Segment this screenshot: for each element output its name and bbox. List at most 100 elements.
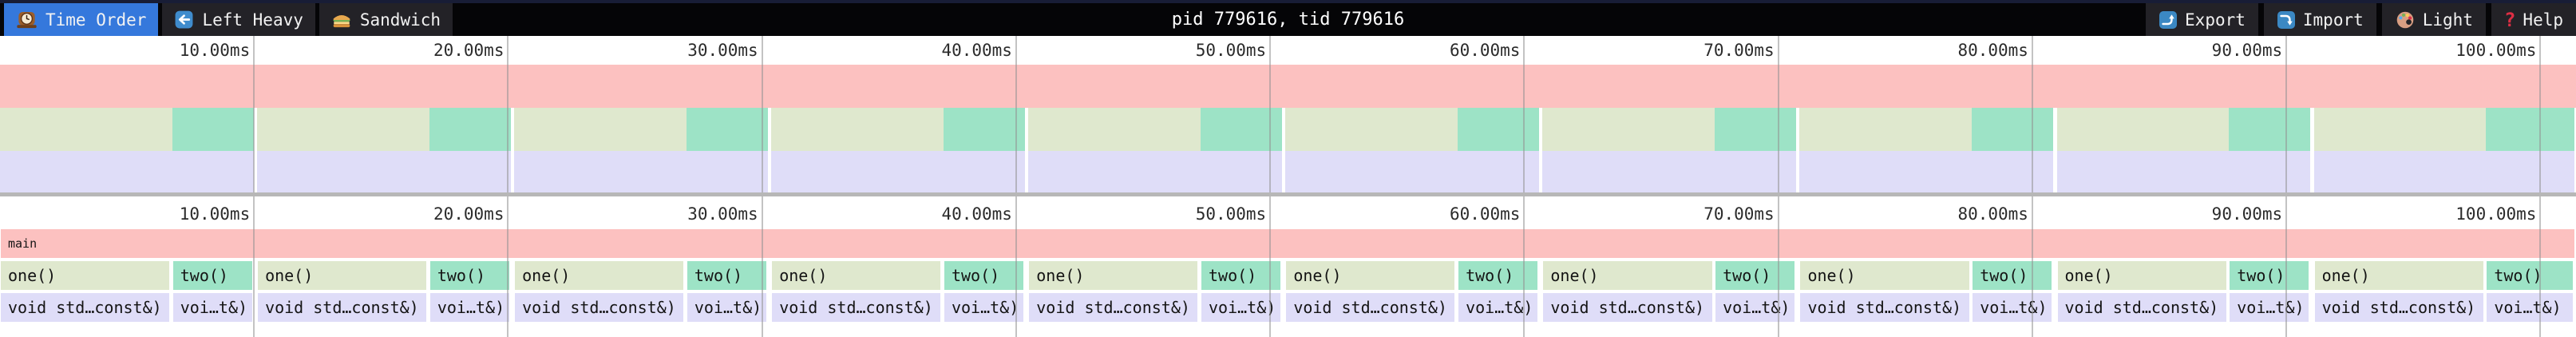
- frame-cell-child[interactable]: void std…const&): [1029, 293, 1198, 322]
- minimap-two-band: [1715, 108, 1796, 151]
- frame-cell-child[interactable]: voi…t&): [1201, 293, 1280, 322]
- axis-tick-label: 10.00ms: [179, 204, 251, 224]
- tab-sandwich[interactable]: Sandwich: [319, 3, 453, 36]
- minimap-child-band: [514, 151, 768, 192]
- help-icon: ?: [2503, 8, 2516, 31]
- frame-cell-one[interactable]: one(): [1, 261, 170, 290]
- minimap-one-band: [2313, 108, 2487, 151]
- minimap-one-band: [0, 108, 172, 151]
- minimap-child-band: [1285, 151, 1539, 192]
- minimap[interactable]: 10.00ms 20.00ms 30.00ms 40.00ms 50.00ms 60.00…: [0, 36, 2576, 192]
- frame-cell-child[interactable]: voi…t&): [2487, 293, 2574, 322]
- minimap-two-band: [2229, 108, 2311, 151]
- frame-cell-child[interactable]: void std…const&): [1800, 293, 1969, 322]
- frame-cell-child[interactable]: voi…t&): [429, 293, 509, 322]
- minimap-child-band: [1799, 151, 2054, 192]
- minimap-one-band: [1285, 108, 1458, 151]
- frame-cell-two[interactable]: two(): [2230, 261, 2309, 290]
- minimap-one-band: [1028, 108, 1201, 151]
- frame-cell-child[interactable]: voi…t&): [1715, 293, 1794, 322]
- frame-cell-one[interactable]: one(): [258, 261, 427, 290]
- view-tabs: Time Order Left Heavy Sandwich: [0, 3, 453, 36]
- frame-cell-child[interactable]: voi…t&): [687, 293, 766, 322]
- minimap-child-band: [257, 151, 511, 192]
- minimap-two-band: [172, 108, 254, 151]
- button-label: Help: [2523, 10, 2563, 30]
- export-button[interactable]: Export: [2146, 3, 2258, 36]
- window-title: pid 779616, tid 779616: [1171, 10, 1405, 30]
- frame-cell-one[interactable]: one(): [1029, 261, 1198, 290]
- import-button[interactable]: Import: [2263, 3, 2376, 36]
- frame-cell-child[interactable]: void std…const&): [2057, 293, 2226, 322]
- frame-cell-two[interactable]: two(): [172, 261, 252, 290]
- frame-cell-one[interactable]: one(): [515, 261, 684, 290]
- theme-light-button[interactable]: Light: [2381, 3, 2486, 36]
- frame-cell-main[interactable]: main: [1, 229, 2574, 258]
- frame-cell-child[interactable]: void std…const&): [1, 293, 170, 322]
- frame-cell-two[interactable]: two(): [1458, 261, 1537, 290]
- axis-tick-label: 40.00ms: [941, 41, 1012, 60]
- axis-tick-label: 20.00ms: [433, 41, 505, 60]
- minimap-one-band: [1542, 108, 1715, 151]
- tab-time-order[interactable]: Time Order: [4, 3, 159, 36]
- toolbar-actions: Export Import: [2146, 3, 2576, 36]
- frame-cell-child[interactable]: void std…const&): [515, 293, 684, 322]
- flamechart[interactable]: 10.00ms 20.00ms 30.00ms 40.00ms 50.00ms 60.00…: [0, 196, 2576, 337]
- frame-cell-child[interactable]: voi…t&): [1458, 293, 1537, 322]
- frame-cell-child[interactable]: void std…const&): [1543, 293, 1712, 322]
- axis-tick-label: 10.00ms: [179, 41, 251, 60]
- toolbar: Time Order Left Heavy Sandwich: [0, 0, 2576, 36]
- help-button[interactable]: ? Help: [2491, 3, 2576, 36]
- left-arrow-icon: [174, 10, 194, 30]
- frame-cell-two[interactable]: two(): [944, 261, 1023, 290]
- frame-cell-one[interactable]: one(): [772, 261, 941, 290]
- frame-cell-two[interactable]: two(): [687, 261, 766, 290]
- axis-tick-label: 100.00ms: [2455, 204, 2537, 224]
- axis-tick-label: 20.00ms: [433, 204, 505, 224]
- minimap-one-band: [257, 108, 429, 151]
- frame-cell-child[interactable]: void std…const&): [258, 293, 427, 322]
- minimap-two-band: [686, 108, 768, 151]
- frame-cell-one[interactable]: one(): [2314, 261, 2483, 290]
- button-label: Import: [2302, 10, 2364, 30]
- frame-cell-two[interactable]: two(): [2487, 261, 2574, 290]
- axis-tick-label: 50.00ms: [1195, 41, 1267, 60]
- frame-cell-child[interactable]: void std…const&): [772, 293, 941, 322]
- clock-icon: [16, 9, 38, 30]
- axis-tick-label: 30.00ms: [687, 204, 758, 224]
- tab-label: Left Heavy: [202, 10, 303, 30]
- minimap-one-band: [1799, 108, 1973, 151]
- axis-tick-label: 70.00ms: [1703, 204, 1775, 224]
- export-icon: [2159, 10, 2178, 30]
- frame-cell-child[interactable]: void std…const&): [2314, 293, 2483, 322]
- frame-cell-two[interactable]: two(): [1201, 261, 1280, 290]
- minimap-child-band: [1028, 151, 1282, 192]
- axis-tick-label: 60.00ms: [1449, 204, 1521, 224]
- frame-cell-one[interactable]: one(): [1800, 261, 1969, 290]
- axis-tick-label: 70.00ms: [1703, 41, 1775, 60]
- frame-cell-child[interactable]: voi…t&): [2230, 293, 2309, 322]
- frame-cell-child[interactable]: voi…t&): [172, 293, 252, 322]
- frame-cell-two[interactable]: two(): [429, 261, 509, 290]
- frame-cell-one[interactable]: one(): [1543, 261, 1712, 290]
- sandwich-icon: [331, 10, 352, 30]
- import-icon: [2277, 10, 2296, 30]
- frame-cell-one[interactable]: one(): [2057, 261, 2226, 290]
- palette-icon: [2395, 10, 2416, 30]
- minimap-two-band: [1201, 108, 1282, 151]
- frame-cell-two[interactable]: two(): [1715, 261, 1794, 290]
- axis-tick-label: 80.00ms: [1957, 41, 2028, 60]
- axis-gridline: [253, 196, 255, 337]
- frame-cell-one[interactable]: one(): [1286, 261, 1455, 290]
- axis-tick-label: 40.00ms: [941, 204, 1012, 224]
- axis-tick-label: 50.00ms: [1195, 204, 1267, 224]
- tab-left-heavy[interactable]: Left Heavy: [162, 3, 315, 36]
- frame-cell-child[interactable]: voi…t&): [1973, 293, 2052, 322]
- frame-cell-child[interactable]: void std…const&): [1286, 293, 1455, 322]
- button-label: Light: [2422, 10, 2473, 30]
- frame-cell-two[interactable]: two(): [1973, 261, 2052, 290]
- section-divider: [0, 192, 2576, 196]
- minimap-one-band: [2056, 108, 2230, 151]
- minimap-two-band: [2486, 108, 2575, 151]
- frame-cell-child[interactable]: voi…t&): [944, 293, 1023, 322]
